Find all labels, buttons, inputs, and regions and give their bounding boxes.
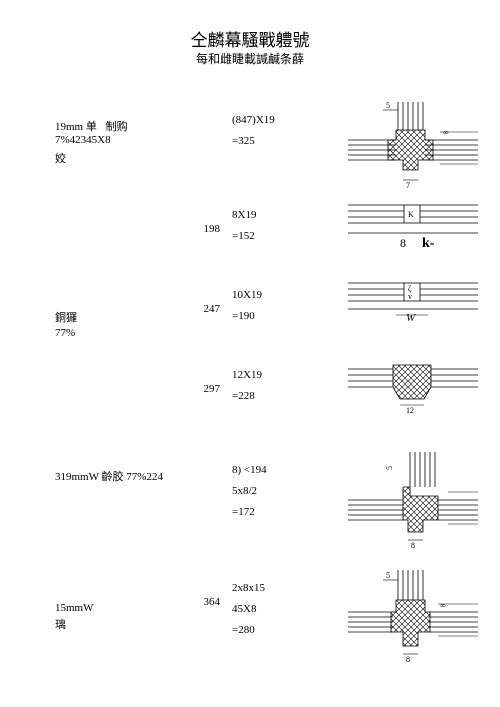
spec-row: 15mmW 璃 364 2x8x15 45X8 =280 5 8 ∞ [0,568,500,663]
svg-text:W: W [406,312,416,324]
svg-text:v: v [408,292,412,301]
row-calc: 8X19 =152 [232,205,302,247]
row-left2: 15mmW [55,602,185,614]
page-title: 仝麟幕騷戰軆號 [0,26,500,51]
row-left1 [55,586,185,598]
svg-text:K: K [408,210,414,219]
row-mid-value: 198 [195,223,220,235]
row-left1 [55,293,185,305]
svg-text:∞: ∞ [443,128,449,137]
svg-text:12: 12 [406,406,414,415]
row-mid-value: 364 [195,596,220,608]
svg-text:8: 8 [400,236,406,250]
svg-text:8: 8 [406,655,410,664]
row-calc: 12X19 =228 [232,365,302,407]
row-mid-value: 297 [195,383,220,395]
row-left1: 319mmW 齡胶 77%224 [55,468,185,484]
row-mid-value: 247 [195,303,220,315]
svg-text:5: 5 [386,571,390,580]
row-left3: 璃 [55,616,185,632]
spec-row: 319mmW 齡胶 77%224 8) <194 5x8/2 =172 5 8 [0,450,500,545]
row-diagram: K 8 k- [348,197,478,257]
row-diagram: 12 [348,357,478,417]
row-calc: 10X19 =190 [232,285,302,327]
row-left2: 銅玀 [55,309,185,325]
svg-text:8: 8 [411,541,415,550]
row-calc: 2x8x15 45X8 =280 [232,578,302,641]
svg-text:k-: k- [422,236,435,251]
svg-text:5: 5 [386,102,390,110]
svg-text:7: 7 [406,181,410,190]
row-diagram: 5 8 ∞ [348,570,478,670]
svg-text:∞: ∞ [440,601,446,610]
spec-row: 297 12X19 =228 12 [0,355,500,450]
row-diagram: 5 7 ∞ [348,102,478,192]
row-left2: 姣 [55,150,185,166]
row-left3: 77% [55,327,185,339]
page-subtitle: 每和雌睫載諴鹹条薛 [0,50,500,67]
row-left1: 19mm 单 制购 7%42345X8 [55,118,185,146]
row-calc: 8) <194 5x8/2 =172 [232,460,302,523]
row-diagram: ζ v W [348,277,478,332]
row-calc: (847)X19 =325 [232,110,302,152]
svg-text:5: 5 [385,466,394,470]
row-diagram: 5 8 [348,452,478,552]
spec-row: 19mm 单 制购 7%42345X8 姣 (847)X19 =325 5 7 … [0,100,500,195]
